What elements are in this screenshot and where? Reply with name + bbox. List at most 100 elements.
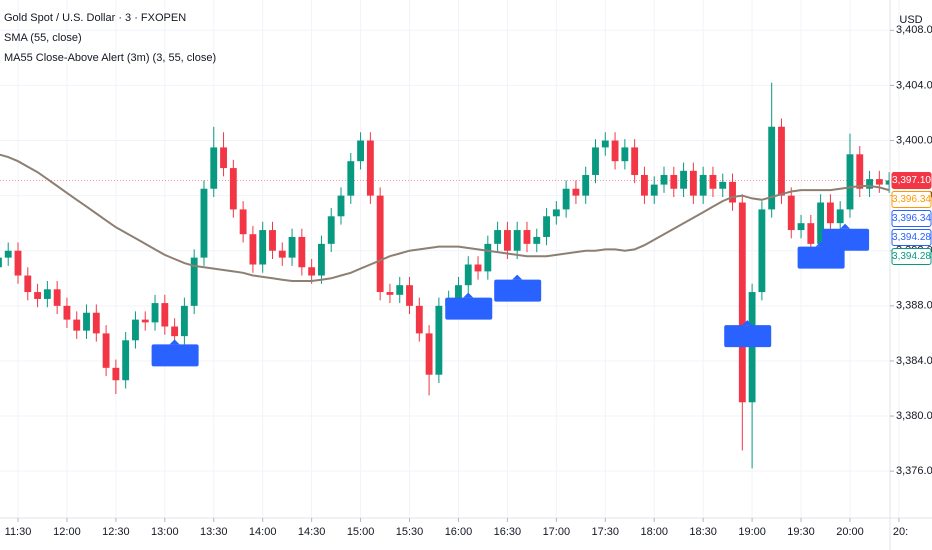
indicator-legend[interactable]: MA55 Close-Above Alert (3m) (3, 55, clos… <box>4 52 216 64</box>
candle-body <box>132 319 139 341</box>
candle-body <box>161 303 169 327</box>
candle-body <box>425 333 433 375</box>
price-label: 3,394.28 <box>891 228 932 246</box>
alert-box <box>822 228 870 251</box>
price-label-text: 3,396.34 <box>892 213 931 224</box>
price-label-box <box>891 247 932 265</box>
candle-body <box>366 140 374 196</box>
price-label: 3,397.10 <box>891 171 932 189</box>
candle-body <box>484 243 492 272</box>
price-label-box <box>891 209 932 227</box>
candle-body <box>298 236 306 268</box>
price-label: 3,394.28 <box>891 247 932 265</box>
candle-body <box>308 267 316 276</box>
candle-body <box>122 340 130 381</box>
y-tick-label: 3,380.00 <box>896 410 932 422</box>
candle-body <box>543 216 550 237</box>
candle-body <box>406 285 413 306</box>
alert-pointer <box>169 339 180 345</box>
x-tick-label: 12:00 <box>53 526 81 538</box>
x-tick-label: 14:30 <box>298 526 326 538</box>
candle-body <box>43 289 51 299</box>
alert-box <box>151 344 199 367</box>
price-label-box <box>891 171 932 189</box>
candle-body <box>523 230 531 244</box>
candle-body <box>112 367 120 381</box>
candle-body <box>562 188 570 210</box>
candle-body <box>357 140 365 162</box>
candle-body <box>63 305 71 320</box>
candle-body <box>699 174 707 196</box>
price-label: 3,396.34 <box>891 209 932 227</box>
candle-body <box>787 195 795 231</box>
y-tick-label: 3,404.00 <box>896 79 932 91</box>
candle-body <box>641 174 648 196</box>
alert-box <box>797 246 845 269</box>
x-tick-label: 11:30 <box>5 526 32 538</box>
indicator-legend[interactable]: SMA (55, close) <box>4 32 82 44</box>
candle-body <box>327 216 335 244</box>
candle-body <box>269 230 276 251</box>
candle-body <box>180 305 188 337</box>
candle-body <box>758 209 766 293</box>
candle-body <box>92 312 100 334</box>
candle-body <box>239 209 247 235</box>
axes: 3,376.003,380.003,384.003,388.003,392.00… <box>5 24 932 538</box>
candle-body <box>601 140 609 148</box>
alert-pointer <box>512 274 523 280</box>
candle-body <box>53 289 61 306</box>
alert-box <box>724 325 772 348</box>
candle-body <box>34 292 42 299</box>
alert-pointer <box>742 320 753 326</box>
candle-body <box>768 126 776 210</box>
candle-body <box>748 292 756 403</box>
price-label: 3,396.34 <box>891 190 932 208</box>
candle-body <box>729 181 736 203</box>
candle-body <box>0 257 2 268</box>
x-tick-label: 18:30 <box>689 526 717 538</box>
alert-box <box>445 297 493 320</box>
candle-body <box>503 230 511 251</box>
candle-body <box>249 234 257 265</box>
y-tick-label: 3,388.00 <box>896 300 932 312</box>
plot-area <box>0 82 890 469</box>
candle-body <box>415 305 423 334</box>
price-label-box <box>891 190 932 208</box>
candle-body <box>14 250 22 276</box>
candle-body <box>464 264 472 286</box>
candle-body <box>376 195 384 293</box>
y-tick-label: 3,376.00 <box>896 465 932 477</box>
alert-pointer <box>840 223 851 229</box>
candle-body <box>631 147 639 175</box>
candle-body <box>856 154 864 189</box>
candle-body <box>885 180 890 185</box>
candle-body <box>836 209 844 224</box>
symbol-title[interactable]: Gold Spot / U.S. Dollar · 3 · FXOPEN <box>4 12 186 24</box>
price-label-text: 3,394.28 <box>892 232 931 243</box>
candle-body <box>552 209 560 217</box>
x-tick-label: 19:30 <box>787 526 815 538</box>
x-tick-label: 17:00 <box>543 526 571 538</box>
candle-body <box>660 174 668 185</box>
alert-marker <box>494 274 542 302</box>
alert-box <box>494 279 542 302</box>
x-tick-label: 17:30 <box>592 526 620 538</box>
price-label-text: 3,397.10 <box>892 175 931 186</box>
alert-pointer <box>463 292 474 298</box>
candle-body <box>171 326 179 337</box>
candle-body <box>689 170 697 196</box>
candle-body <box>141 319 149 323</box>
candle-body <box>494 230 502 244</box>
price-label-text: 3,396.34 <box>892 194 931 205</box>
alert-marker <box>151 339 199 367</box>
y-tick-label: 3,384.00 <box>896 355 932 367</box>
candle-body <box>650 184 658 196</box>
currency-label[interactable]: USD <box>899 14 922 26</box>
candle-body <box>680 170 688 189</box>
candle-body <box>455 285 462 299</box>
x-tick-label: 12:30 <box>102 526 130 538</box>
y-tick-label: 3,408.00 <box>896 24 932 36</box>
candle-body <box>826 202 834 224</box>
candle-body <box>220 147 227 169</box>
